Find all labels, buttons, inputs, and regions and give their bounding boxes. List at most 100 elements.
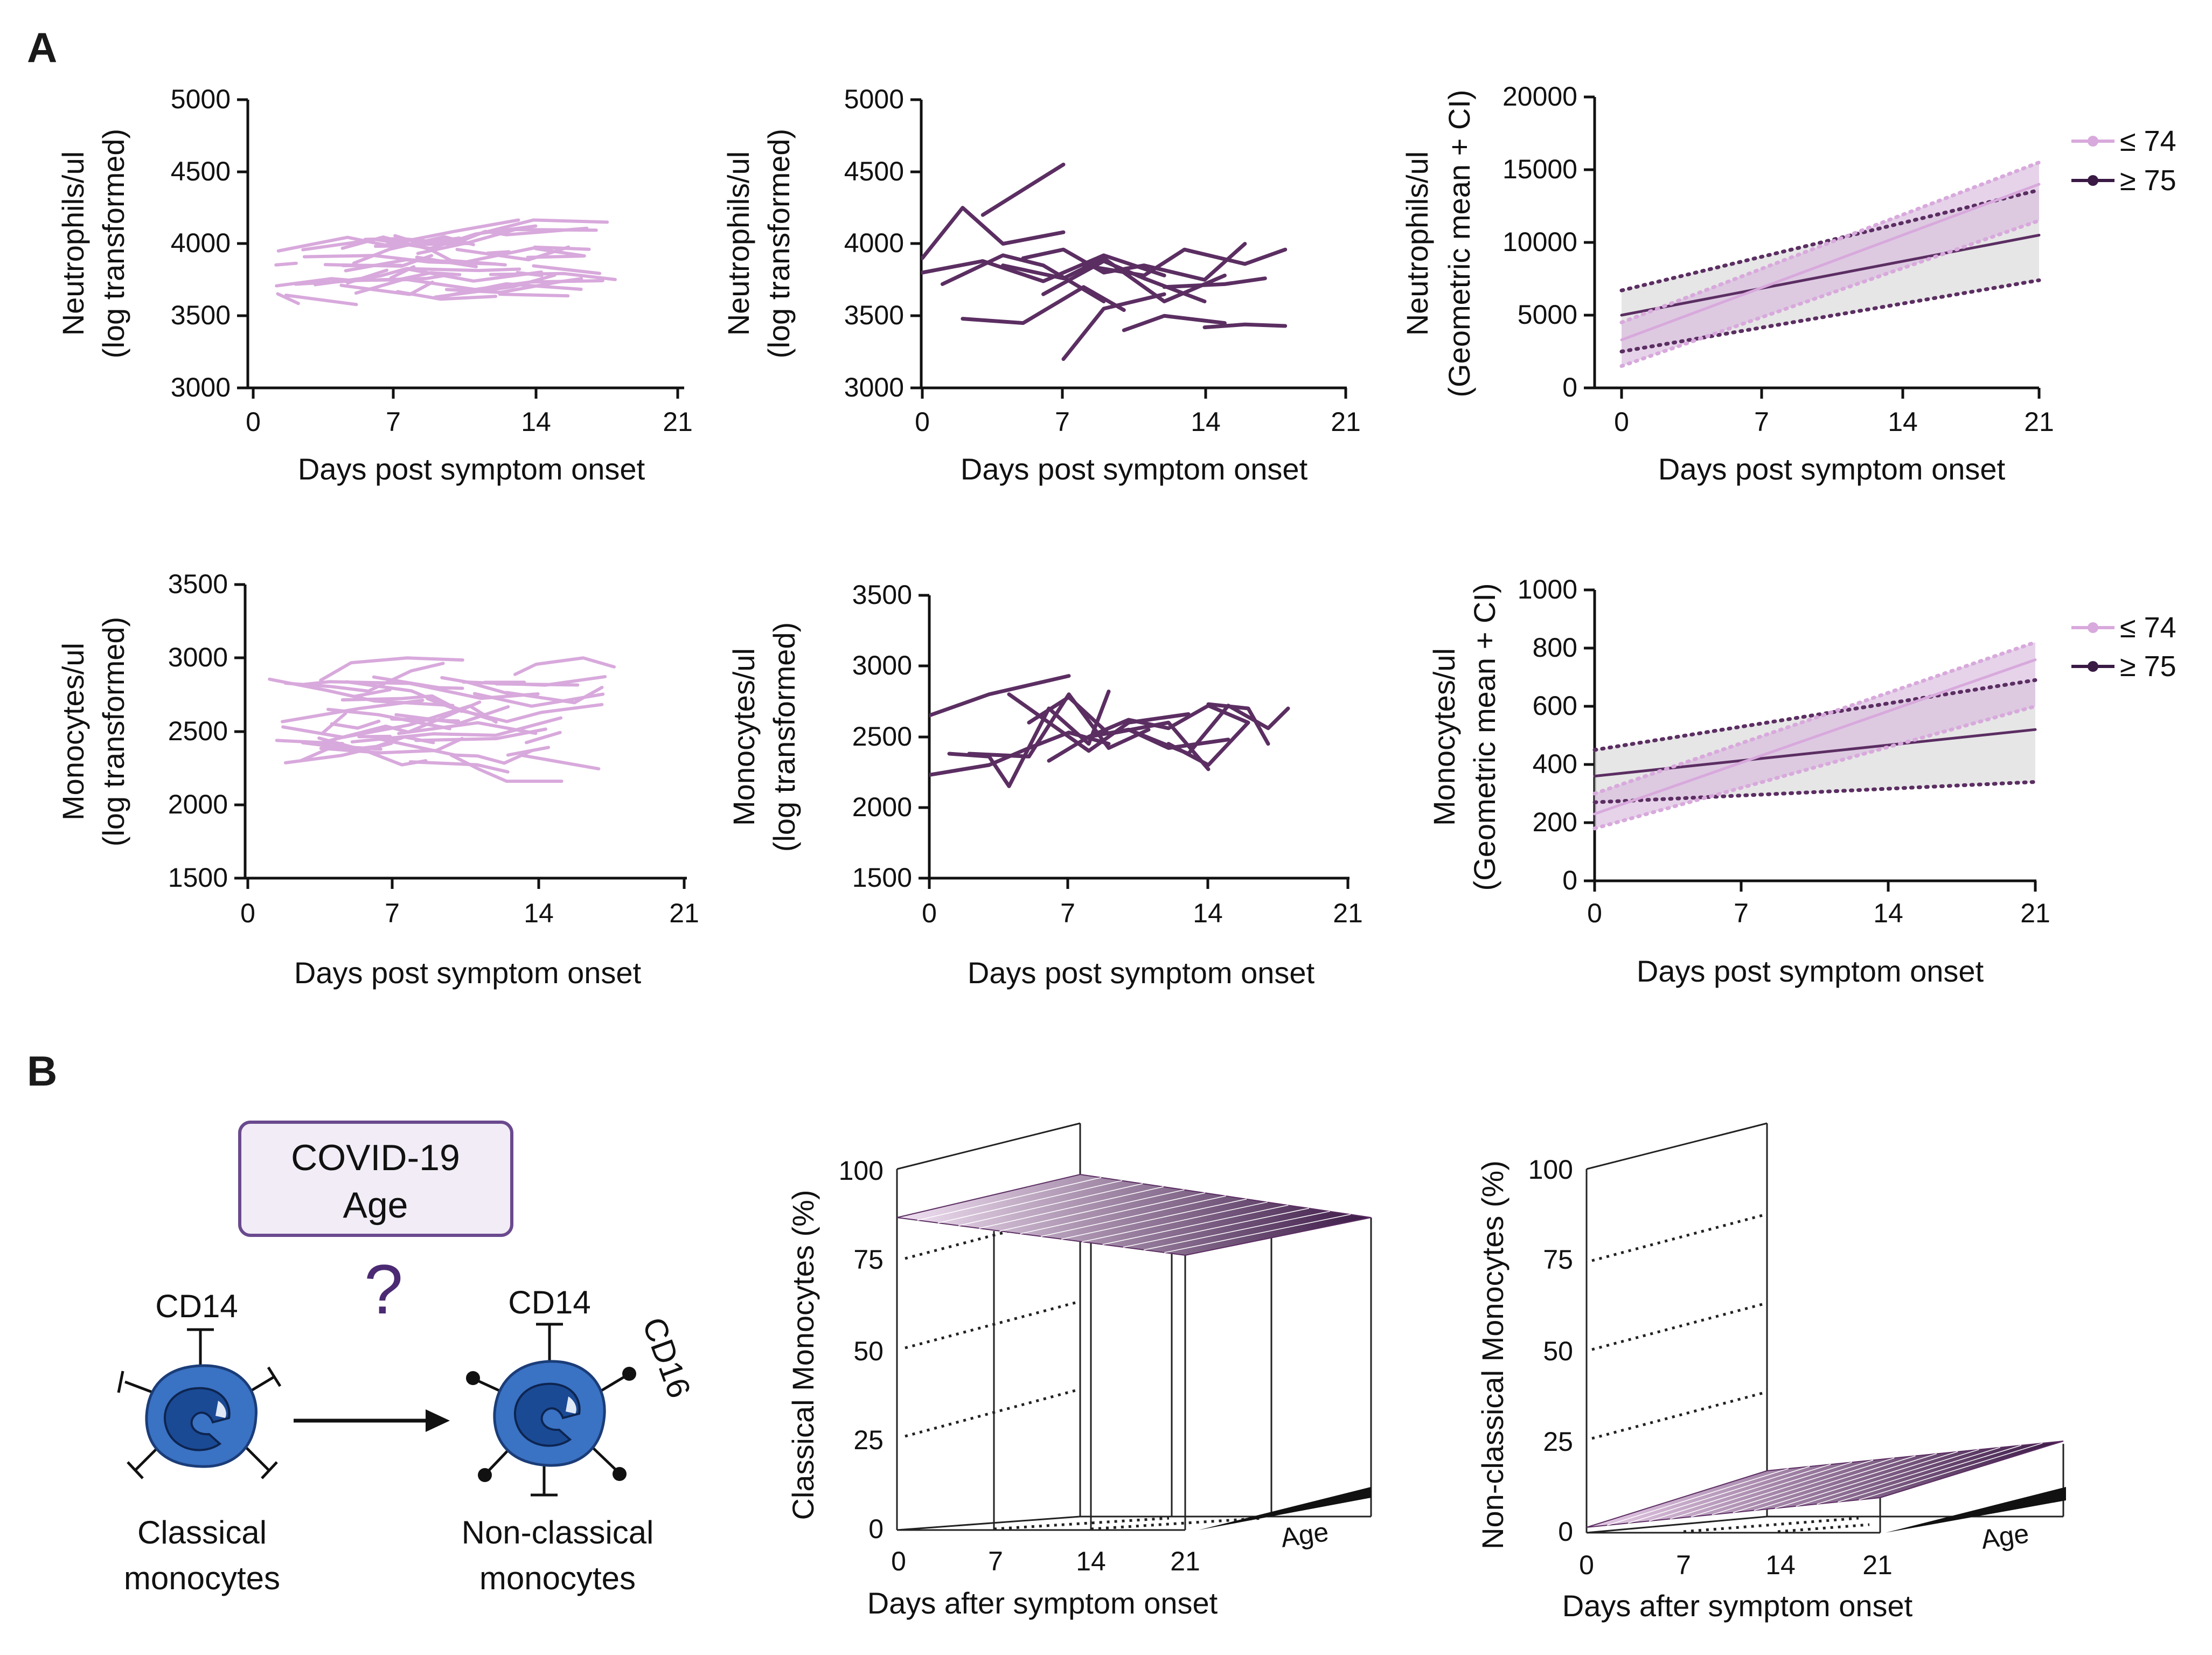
z-tick-label: 50 [853, 1336, 884, 1366]
receptor-cap [261, 1461, 278, 1479]
nucleus-highlight [566, 1396, 576, 1414]
z-tick-label: 75 [1543, 1244, 1573, 1275]
surface-mesh [917, 1177, 1351, 1253]
trajectory-line [519, 753, 601, 771]
y-tick-label: 1500 [168, 863, 228, 893]
trajectory-line [1166, 720, 1250, 767]
mesh-line [1143, 1211, 1330, 1250]
trajectory-line [455, 245, 571, 262]
trajectory-line [1202, 322, 1288, 330]
x-axis-title: Days post symptom onset [961, 452, 1308, 486]
x-tick-label: 7 [1676, 1550, 1691, 1580]
mesh-line [1838, 1445, 2022, 1503]
plot-area [274, 218, 617, 307]
frame-edge [896, 1122, 1081, 1170]
x-tick-label: 0 [246, 407, 261, 437]
trajectory-line [339, 280, 434, 296]
trajectory-line [344, 246, 535, 273]
receptor-cap [127, 1461, 144, 1479]
x-tick-label: 21 [669, 898, 699, 928]
gridline [1777, 1523, 1870, 1533]
trajectory-line [301, 224, 538, 252]
trajectory-line [929, 674, 1071, 718]
x-tick-label: 7 [1060, 898, 1075, 928]
trajectory-line [284, 662, 445, 693]
ci-upper-line [1619, 161, 2041, 324]
x-tick-label: 0 [922, 898, 937, 928]
mesh-line [1607, 1468, 1789, 1526]
x-tick-label: 0 [1587, 898, 1602, 928]
x-tick-label: 0 [1614, 407, 1629, 437]
chart-classical-3d: Age 0 25 50 75 100 0 7 14 21 Days after … [786, 1122, 1372, 1620]
legend-label-young: ≤ 74 [2120, 125, 2176, 157]
gridline [1090, 1517, 1264, 1531]
mean-line [1620, 234, 2041, 317]
y-tick-label: 3500 [171, 300, 231, 330]
y-tick-label: 2000 [852, 792, 912, 822]
y-axis-title-line2: (Geometric mean + CI) [1442, 89, 1476, 397]
legend-label-young: ≤ 74 [2120, 611, 2176, 644]
mesh-line [1754, 1453, 1937, 1511]
trajectory-line [461, 675, 607, 687]
mesh-line [1102, 1205, 1289, 1245]
trajectory-line [300, 745, 382, 762]
trajectory-line [1126, 704, 1290, 756]
x-tick-label: 14 [1076, 1546, 1106, 1576]
y-tick-label: 1000 [1518, 574, 1577, 604]
mesh-line [1082, 1201, 1268, 1242]
legend: ≤ 74 ≥ 75 [2071, 611, 2176, 683]
mesh-line [979, 1186, 1164, 1229]
ci-lower-line [1592, 704, 2037, 831]
caption-classical-line2: monocytes [124, 1560, 280, 1596]
mesh-line [1712, 1457, 1895, 1515]
mesh-line [1020, 1192, 1206, 1234]
mesh-line [1859, 1443, 2043, 1500]
depth-label: Age [1279, 1517, 1331, 1553]
chart-neutrophils-young: 3000 3500 4000 4500 5000 0 7 14 21 Days … [56, 84, 693, 486]
y-tick-label: 3500 [852, 580, 912, 610]
trajectory-line [921, 206, 1066, 260]
trajectory-line [525, 731, 562, 745]
y-tick-label: 4500 [171, 156, 231, 186]
y-tick-label: 3500 [168, 569, 228, 599]
y-axis-title-line2: (log transformed) [767, 622, 801, 852]
mesh-line [1817, 1447, 2000, 1505]
mesh-line [1775, 1451, 1958, 1509]
caption-nonclassical-line2: monocytes [479, 1560, 636, 1596]
z-axis-title: Classical Monocytes (%) [786, 1190, 820, 1520]
y-tick-label: 3000 [171, 372, 231, 402]
trajectory-line [1021, 242, 1247, 282]
gridline [905, 1301, 1078, 1350]
z-tick-label: 100 [1528, 1155, 1573, 1185]
x-tick-label: 21 [663, 407, 693, 437]
x-tick-label: 14 [524, 898, 554, 928]
chart-neutrophils-old: 3000 3500 4000 4500 5000 0 7 14 21 Days … [721, 84, 1361, 486]
y-tick-label: 1500 [852, 863, 912, 893]
trajectory-line [498, 293, 570, 298]
cd16-receptor [486, 1448, 510, 1473]
gridline [1591, 1213, 1765, 1262]
x-tick-label: 0 [915, 407, 930, 437]
receptor [247, 1375, 276, 1394]
ci-band [1595, 642, 2035, 829]
trajectory-line [426, 697, 604, 724]
y-tick-label: 400 [1533, 749, 1577, 779]
trajectory-line [1027, 695, 1211, 771]
classical-monocyte-icon [117, 1328, 282, 1479]
y-tick-label: 200 [1533, 807, 1577, 837]
trajectory-line [281, 704, 498, 739]
gridline [1591, 1391, 1765, 1440]
cell-membrane [145, 1364, 258, 1468]
receptor-cap [117, 1371, 124, 1393]
mesh-line [1796, 1449, 1979, 1507]
y-tick-label: 4000 [844, 228, 904, 258]
y-tick-label: 2500 [168, 716, 228, 746]
label-cd14-left: CD14 [155, 1288, 238, 1324]
trajectory-line [394, 705, 510, 725]
ci-band [1622, 162, 2039, 366]
trajectory-line [479, 218, 609, 235]
trajectory-line [980, 162, 1066, 217]
trajectory-line [967, 692, 1151, 759]
z-tick-label: 0 [868, 1514, 884, 1544]
